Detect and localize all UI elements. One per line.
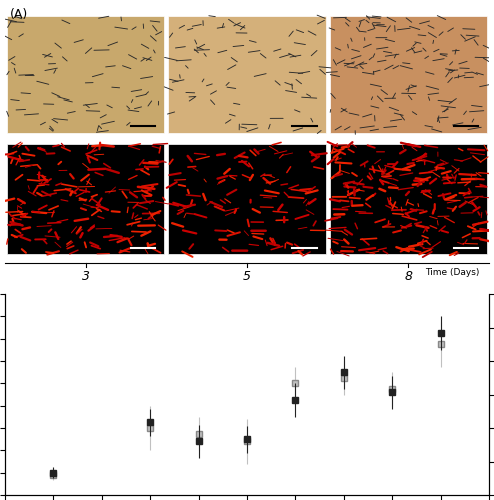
Bar bbox=[168, 144, 326, 254]
Text: Time (Days): Time (Days) bbox=[425, 268, 479, 278]
Bar bbox=[168, 16, 326, 132]
Text: 3: 3 bbox=[82, 270, 89, 282]
Text: 8: 8 bbox=[405, 270, 412, 282]
Bar bbox=[329, 144, 487, 254]
Bar bbox=[7, 16, 165, 132]
Text: 5: 5 bbox=[243, 270, 251, 282]
Bar bbox=[7, 144, 165, 254]
Bar bbox=[329, 16, 487, 132]
Text: (A): (A) bbox=[10, 8, 28, 21]
